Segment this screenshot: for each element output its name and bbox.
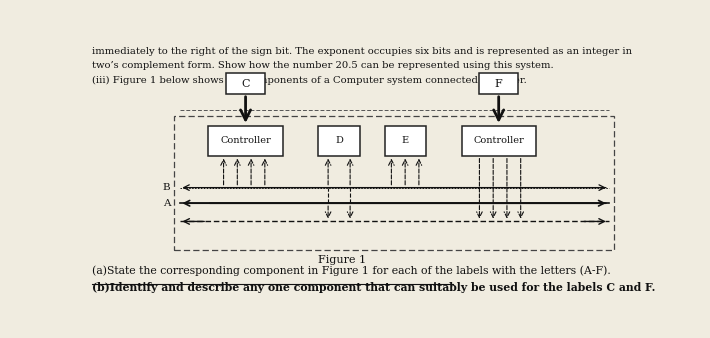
- Bar: [385, 126, 426, 156]
- Text: Figure 1: Figure 1: [318, 255, 366, 265]
- Text: (a)State the corresponding component in Figure 1 for each of the labels with the: (a)State the corresponding component in …: [92, 266, 611, 276]
- Bar: [319, 126, 360, 156]
- Text: A: A: [163, 199, 170, 208]
- Bar: [462, 126, 536, 156]
- Text: (b)Identify and describe any one component that can suitably be used for the lab: (b)Identify and describe any one compone…: [92, 282, 655, 293]
- Text: immediately to the right of the sign bit. The exponent occupies six bits and is : immediately to the right of the sign bit…: [92, 47, 632, 56]
- Bar: [226, 73, 265, 94]
- Text: Controller: Controller: [220, 136, 271, 145]
- Bar: [209, 126, 283, 156]
- Bar: [174, 116, 614, 250]
- Text: two’s complement form. Show how the number 20.5 can be represented using this sy: two’s complement form. Show how the numb…: [92, 62, 553, 70]
- Text: E: E: [402, 136, 409, 145]
- Text: (iii) Figure 1 below shows the components of a Computer system connected togethe: (iii) Figure 1 below shows the component…: [92, 76, 526, 85]
- Text: D: D: [335, 136, 343, 145]
- Bar: [479, 73, 518, 94]
- Text: F: F: [495, 78, 503, 89]
- Text: B: B: [163, 183, 170, 192]
- Text: Controller: Controller: [474, 136, 524, 145]
- Text: C: C: [241, 78, 250, 89]
